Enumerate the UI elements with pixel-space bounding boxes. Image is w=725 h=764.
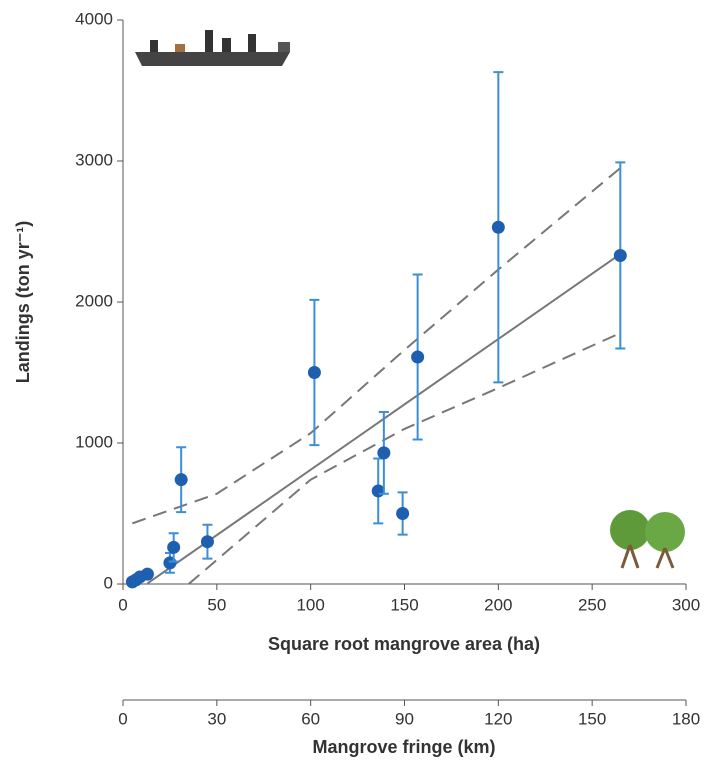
x2-axis-label: Mangrove fringe (km): [312, 737, 495, 757]
x-tick-label: 250: [578, 595, 606, 614]
x2-tick-label: 90: [395, 709, 414, 728]
y-axis-label: Landings (ton yr⁻¹): [13, 221, 33, 383]
data-point: [613, 248, 627, 262]
y-tick-label: 1000: [75, 432, 113, 451]
x2-tick-label: 180: [672, 709, 700, 728]
y-tick-label: 3000: [75, 150, 113, 169]
x2-tick-label: 30: [207, 709, 226, 728]
data-point: [174, 473, 188, 487]
data-point: [140, 567, 154, 581]
x-axis-label: Square root mangrove area (ha): [268, 634, 540, 654]
x-tick-label: 100: [296, 595, 324, 614]
data-point: [377, 446, 391, 460]
data-point: [307, 366, 321, 379]
data-point: [491, 220, 505, 234]
x-tick-label: 200: [484, 595, 512, 614]
data-point: [200, 535, 214, 549]
x2-tick-label: 150: [578, 709, 606, 728]
y-tick-label: 2000: [75, 291, 113, 310]
data-point: [396, 507, 410, 520]
data-point: [167, 540, 181, 554]
data-point: [411, 350, 425, 364]
x2-tick-label: 60: [301, 709, 320, 728]
x-tick-label: 150: [390, 595, 418, 614]
mangrove-icon: [610, 510, 685, 569]
y-tick-label: 4000: [75, 9, 113, 28]
confidence-lower: [188, 332, 621, 585]
y-tick-label: 0: [104, 573, 113, 592]
confidence-upper: [132, 167, 621, 525]
x-tick-label: 300: [672, 595, 700, 614]
x-tick-label: 50: [207, 595, 226, 614]
x2-tick-label: 120: [484, 709, 512, 728]
x2-tick-label: 0: [118, 709, 127, 728]
boat-icon: [135, 30, 290, 66]
x-tick-label: 0: [118, 595, 127, 614]
data-point: [371, 484, 385, 498]
